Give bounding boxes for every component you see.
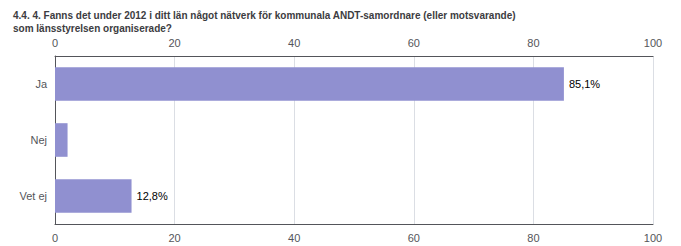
svg-text:40: 40 [288,232,300,244]
svg-text:som länsstyrelsen organiserade: som länsstyrelsen organiserade? [13,23,172,34]
svg-text:100: 100 [644,232,662,244]
svg-text:20: 20 [168,37,180,49]
svg-text:12,8%: 12,8% [137,190,168,202]
svg-text:85,1%: 85,1% [569,78,600,90]
svg-text:20: 20 [168,232,180,244]
svg-text:0: 0 [52,232,58,244]
svg-text:Ja: Ja [35,78,48,90]
svg-text:60: 60 [408,232,420,244]
svg-text:80: 80 [527,37,539,49]
svg-text:0: 0 [52,37,58,49]
svg-text:4.4. 4. Fanns det under 2012 i: 4.4. 4. Fanns det under 2012 i ditt län … [13,10,516,21]
svg-text:80: 80 [527,232,539,244]
svg-text:100: 100 [644,37,662,49]
svg-text:60: 60 [408,37,420,49]
svg-text:Vet ej: Vet ej [19,190,47,202]
svg-text:Nej: Nej [30,134,47,146]
svg-text:40: 40 [288,37,300,49]
